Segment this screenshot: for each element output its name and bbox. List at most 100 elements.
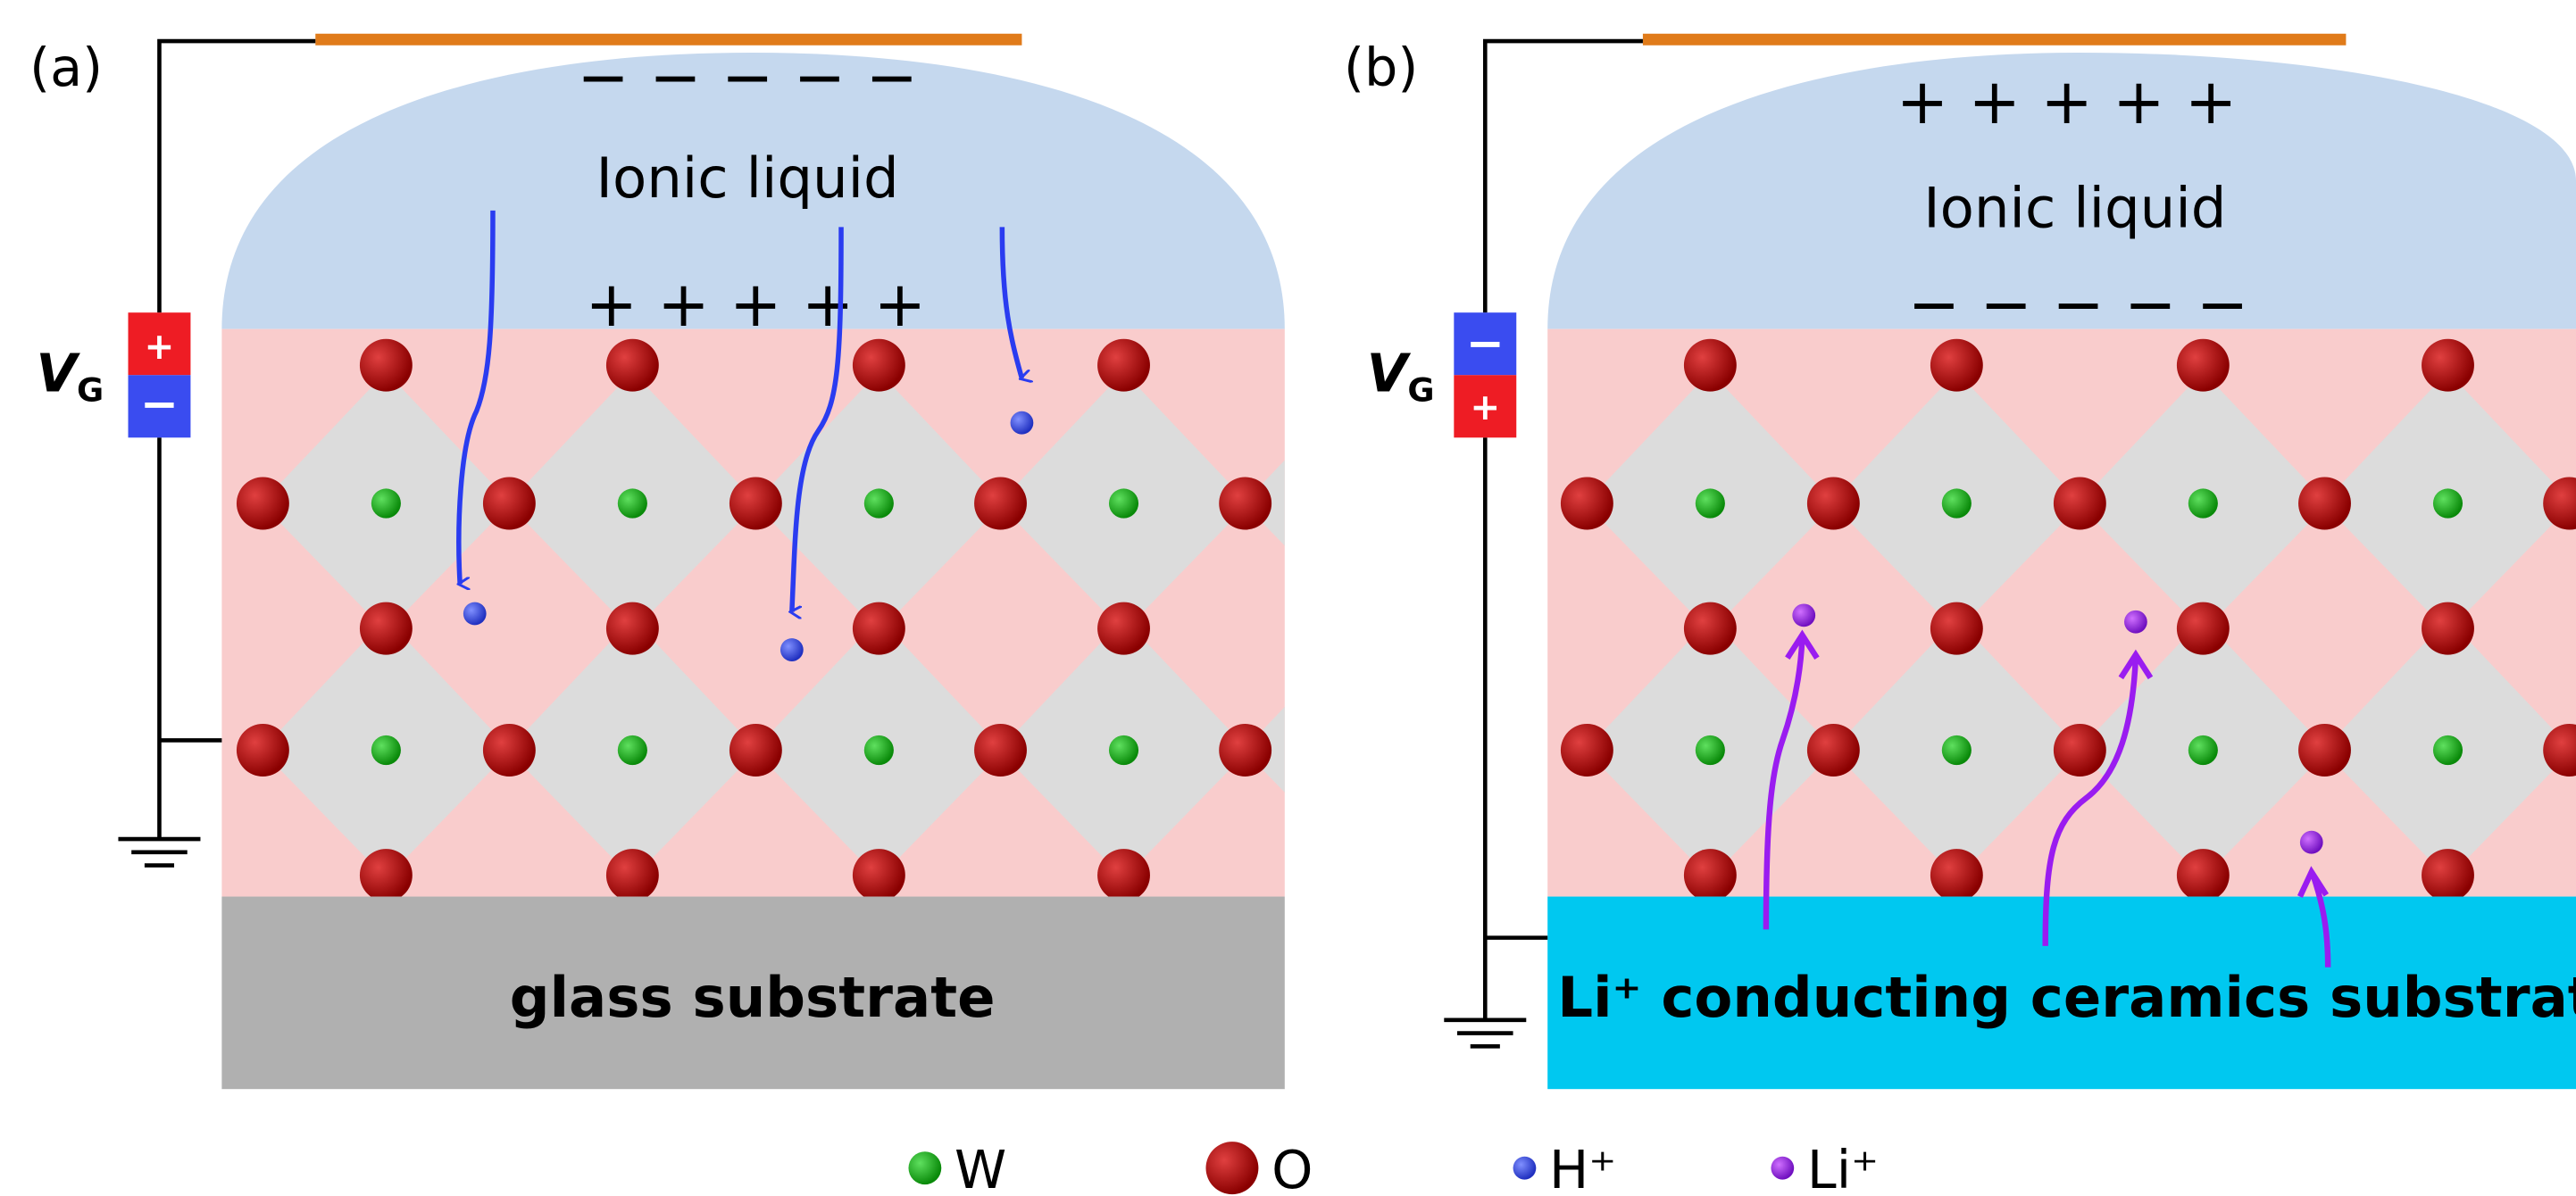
- o-atom: [1684, 339, 1737, 392]
- w-atom: [2188, 488, 2218, 518]
- panel-a: + − VG (a) − − − − − Ionic liquid + + + …: [29, 37, 1518, 1089]
- h-ion: [780, 638, 804, 661]
- li-ion: [2300, 831, 2323, 854]
- substrate-label: Li⁺ conducting ceramics substrate: [1557, 965, 2576, 1030]
- o-atom: [1684, 602, 1737, 655]
- o-atom: [237, 478, 289, 530]
- o-atom: [2298, 478, 2351, 530]
- o-atom: [1684, 849, 1737, 901]
- w-atom: [2433, 735, 2463, 765]
- o-atom: [2177, 339, 2230, 392]
- w-atom: [1109, 735, 1138, 765]
- battery-sign: −: [1466, 317, 1505, 370]
- li-ion: [1792, 603, 1815, 627]
- w-atom: [2433, 488, 2463, 518]
- o-atom: [1930, 339, 1983, 392]
- legend-marker: [908, 1151, 941, 1184]
- o-atom: [360, 339, 413, 392]
- o-atom: [606, 849, 659, 901]
- w-atom: [1354, 488, 1383, 518]
- o-atom: [1342, 602, 1395, 655]
- o-atom: [2298, 724, 2351, 777]
- w-atom: [1696, 735, 1725, 765]
- o-atom: [974, 478, 1027, 530]
- w-atom: [1942, 488, 1972, 518]
- legend-label: H⁺: [1549, 1139, 1616, 1196]
- o-atom: [1561, 478, 1613, 530]
- w-atom: [864, 488, 894, 518]
- o-atom: [729, 478, 782, 530]
- o-atom: [1807, 478, 1860, 530]
- o-atom: [1807, 724, 1860, 777]
- o-atom: [237, 724, 289, 777]
- o-atom: [853, 339, 905, 392]
- o-atom: [1465, 724, 1518, 777]
- legend-marker: [1771, 1157, 1794, 1180]
- w-atom: [1354, 735, 1383, 765]
- gate-subscript: G: [1407, 371, 1434, 410]
- w-atom: [371, 735, 401, 765]
- w-atom: [864, 735, 894, 765]
- charges: − − − − −: [1908, 268, 2249, 341]
- w-atom: [2188, 735, 2218, 765]
- o-atom: [2177, 849, 2230, 901]
- panel-label: (a): [29, 37, 103, 98]
- o-atom: [1930, 849, 1983, 901]
- h-ion: [1011, 411, 1034, 435]
- o-atom: [2422, 339, 2474, 392]
- battery-sign: +: [1470, 386, 1500, 428]
- w-atom: [618, 488, 647, 518]
- o-atom: [2054, 478, 2106, 530]
- o-atom: [1219, 724, 1271, 777]
- o-atom: [1097, 849, 1150, 901]
- o-atom: [360, 602, 413, 655]
- o-atom: [1097, 339, 1150, 392]
- legend-label: O: [1271, 1139, 1313, 1196]
- o-atom: [1465, 478, 1518, 530]
- legend-marker: [1513, 1157, 1537, 1180]
- o-atom: [1219, 478, 1271, 530]
- o-atom: [2422, 602, 2474, 655]
- o-atom: [1342, 849, 1395, 901]
- o-atom: [2422, 849, 2474, 901]
- w-atom: [1109, 488, 1138, 518]
- w-atom: [1696, 488, 1725, 518]
- o-atom: [360, 849, 413, 901]
- w-atom: [618, 735, 647, 765]
- o-atom: [729, 724, 782, 777]
- o-atom: [1930, 602, 1983, 655]
- panel-b: − + VG (b) + + + + + Ionic liquid − − − …: [1344, 37, 2576, 1089]
- ionic-liquid-label: Ionic liquid: [1923, 175, 2226, 240]
- li-ion: [2124, 610, 2147, 634]
- o-atom: [606, 602, 659, 655]
- panel-label: (b): [1344, 37, 1418, 98]
- o-atom: [853, 849, 905, 901]
- o-atom: [1561, 724, 1613, 777]
- o-atom: [606, 339, 659, 392]
- figure: + − VG (a) − − − − − Ionic liquid + + + …: [0, 0, 2576, 1196]
- gate-label: VG: [36, 343, 104, 410]
- legend: W O H⁺ Li⁺: [908, 1139, 1879, 1196]
- o-atom: [483, 478, 536, 530]
- battery-sign: −: [140, 378, 179, 431]
- gate-label: VG: [1367, 343, 1435, 410]
- o-atom: [483, 724, 536, 777]
- o-atom: [2177, 602, 2230, 655]
- battery-sign: +: [145, 325, 175, 368]
- gate-subscript: G: [77, 371, 104, 410]
- substrate-label: glass substrate: [510, 965, 996, 1030]
- w-atom: [1942, 735, 1972, 765]
- gate-symbol: V: [36, 343, 80, 404]
- charges: + + + + +: [1897, 65, 2238, 138]
- h-ion: [463, 602, 487, 626]
- charges: + + + + +: [585, 268, 926, 341]
- legend-label: Li⁺: [1807, 1139, 1879, 1196]
- charges: − − − − −: [577, 41, 918, 114]
- legend-label: W: [955, 1139, 1006, 1196]
- w-atom: [371, 488, 401, 518]
- gate-symbol: V: [1367, 343, 1412, 404]
- ionic-liquid-label: Ionic liquid: [596, 145, 899, 211]
- o-atom: [2054, 724, 2106, 777]
- o-atom: [853, 602, 905, 655]
- o-atom: [974, 724, 1027, 777]
